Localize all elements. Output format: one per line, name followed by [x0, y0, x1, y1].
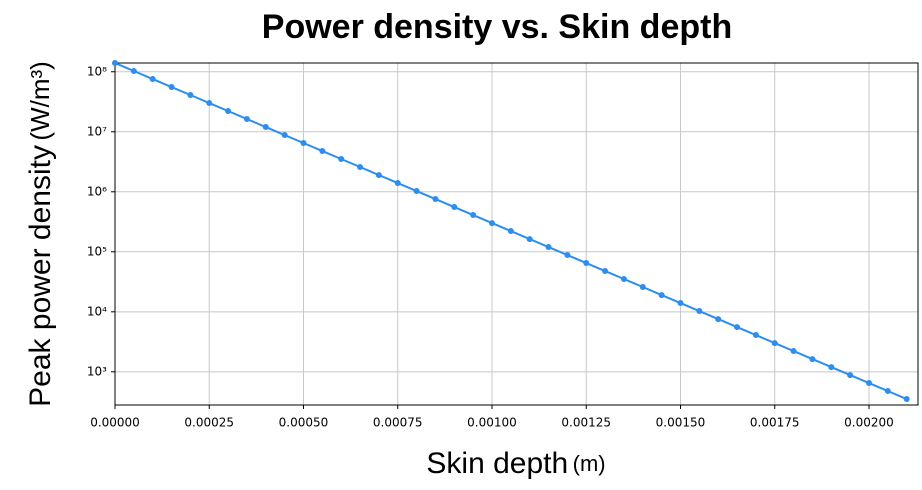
x-tick-label: 0.00100: [467, 416, 517, 430]
point: [752, 332, 759, 339]
point: [658, 292, 665, 299]
x-axis-label: Skin depth (m): [426, 447, 605, 480]
point: [545, 244, 552, 251]
point: [865, 380, 872, 387]
point: [112, 60, 118, 66]
point: [357, 163, 364, 170]
point: [187, 92, 194, 99]
point: [488, 220, 495, 227]
x-label-text: Skin depth: [426, 447, 568, 480]
point: [884, 388, 891, 395]
chart-title: Power density vs. Skin depth: [262, 8, 732, 46]
point: [903, 396, 910, 403]
point: [734, 324, 741, 331]
point: [564, 252, 571, 259]
point: [262, 124, 269, 131]
y-tick-label: 10³: [87, 364, 107, 378]
point: [790, 348, 797, 355]
y-axis-label: Peak power density (W/m³): [24, 61, 57, 407]
point: [206, 100, 213, 107]
plot-frame: [114, 62, 919, 406]
y-label-unit: (W/m³): [25, 61, 55, 140]
point: [526, 236, 533, 243]
point: [149, 76, 156, 83]
y-label-text: Peak power density: [24, 145, 57, 407]
x-tick-label: 0.00200: [844, 416, 894, 430]
point: [620, 276, 627, 283]
point: [432, 196, 439, 203]
point: [394, 180, 401, 187]
x-tick-label: 0.00000: [90, 416, 140, 430]
point: [470, 212, 477, 219]
y-tick-label: 10⁶: [87, 184, 107, 198]
point: [451, 204, 458, 211]
point: [413, 188, 420, 195]
point: [583, 260, 590, 267]
y-tick-label: 10⁴: [87, 304, 107, 318]
point: [300, 140, 307, 147]
y-tick-label: 10⁷: [87, 124, 107, 138]
point: [281, 132, 288, 139]
x-tick-label: 0.00175: [750, 416, 800, 430]
x-tick-label: 0.00075: [373, 416, 423, 430]
point: [771, 340, 778, 347]
x-tick-label: 0.00050: [279, 416, 329, 430]
y-tick-label: 10⁵: [87, 244, 107, 258]
point: [338, 155, 345, 162]
y-tick-label: 10⁸: [87, 64, 107, 78]
point: [243, 116, 250, 123]
x-label-unit: (m): [573, 451, 606, 476]
point: [715, 316, 722, 323]
point: [677, 300, 684, 307]
x-tick-label: 0.00025: [184, 416, 234, 430]
point: [507, 228, 514, 235]
point: [168, 84, 175, 91]
point: [225, 107, 232, 114]
x-tick-label: 0.00125: [561, 416, 611, 430]
point: [375, 172, 382, 179]
x-tick-label: 0.00150: [656, 416, 706, 430]
point: [809, 356, 816, 363]
point: [319, 148, 326, 155]
point: [828, 364, 835, 371]
point: [639, 284, 646, 291]
point: [696, 308, 703, 315]
point: [847, 372, 854, 379]
point: [602, 268, 609, 275]
point: [130, 67, 137, 74]
